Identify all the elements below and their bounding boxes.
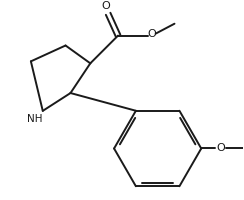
Text: NH: NH	[27, 114, 43, 124]
Text: O: O	[147, 29, 156, 39]
Text: O: O	[102, 1, 111, 11]
Text: O: O	[217, 143, 225, 153]
